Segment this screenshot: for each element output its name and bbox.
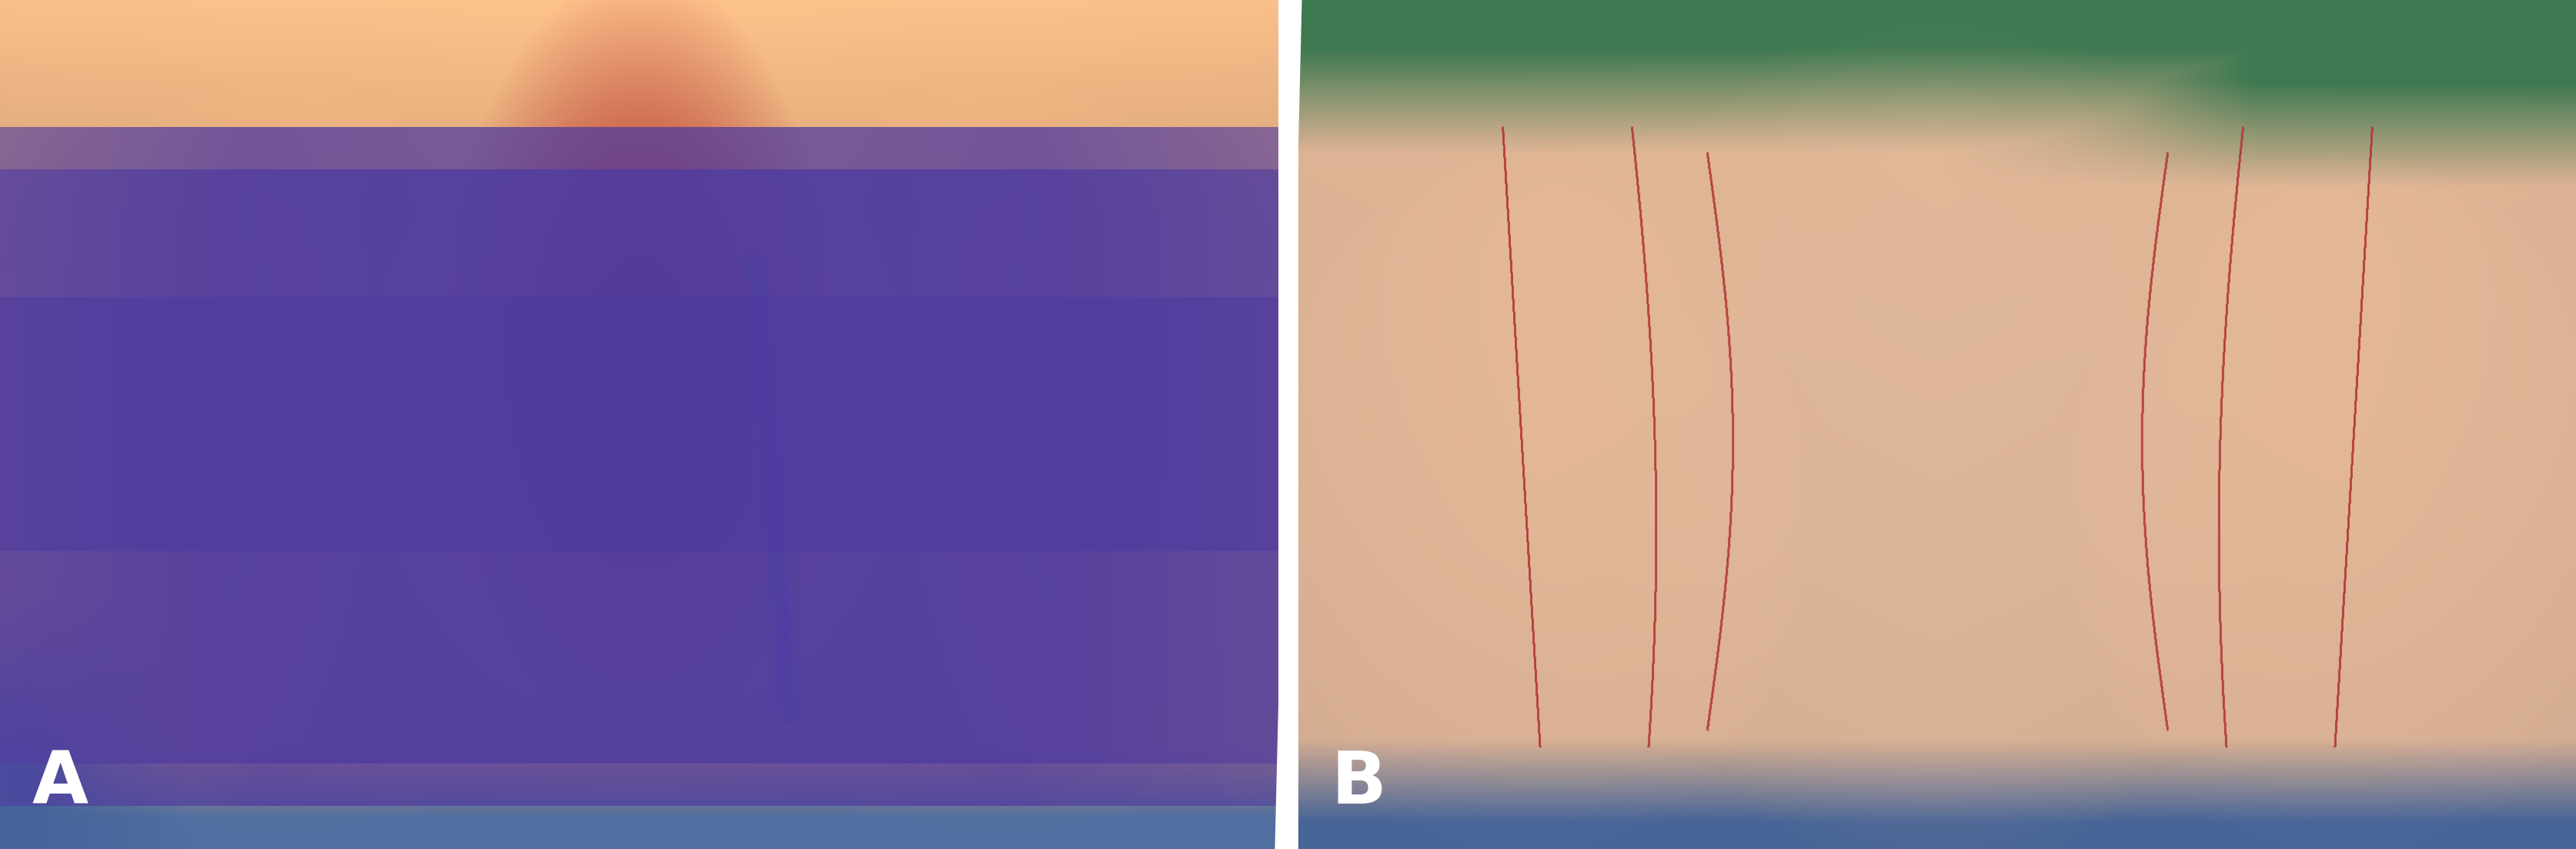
Text: B: B (1329, 749, 1386, 819)
Text: A: A (31, 749, 88, 819)
